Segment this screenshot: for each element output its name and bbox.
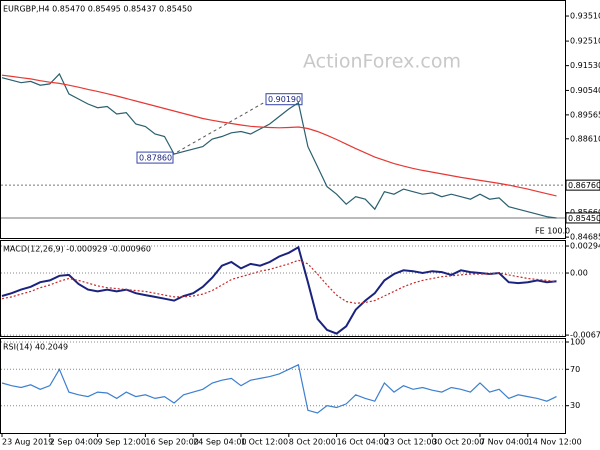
- series-line: [1, 245, 557, 335]
- x-tick-label: 1 Oct 12:00: [241, 438, 288, 447]
- panel-title: MACD(12,26,9) -0.000929 -0.000960: [3, 245, 151, 254]
- level-box: [565, 179, 600, 191]
- watermark: ActionForex.com: [303, 51, 461, 73]
- y-tick-label: -0.006761: [570, 331, 600, 340]
- x-tick-label: 23 Oct 12:00: [384, 438, 436, 447]
- x-tick-label: 14 Nov 12:00: [528, 438, 582, 447]
- x-tick-label: 9 Sep 12:00: [98, 438, 146, 447]
- series-line: [1, 259, 557, 304]
- y-tick-label: 0.88610: [570, 134, 600, 143]
- level-label: 0.86760: [568, 181, 600, 190]
- panel-title: RSI(14) 40.2049: [3, 343, 68, 352]
- y-tick-label: 0.92510: [570, 37, 600, 46]
- x-tick-label: 16 Oct 04:00: [337, 438, 389, 447]
- y-tick-label: 70: [570, 365, 580, 374]
- x-tick-label: 24 Sep 04:00: [193, 438, 246, 447]
- fib-line: [171, 101, 266, 156]
- y-tick-label: 0.00: [570, 269, 588, 278]
- y-tick-label: 0.89565: [570, 110, 600, 119]
- y-tick-label: 0.90540: [570, 86, 600, 95]
- x-tick-label: 2 Sep 04:00: [50, 438, 98, 447]
- macd-panel: [0, 240, 566, 337]
- series-line: [1, 363, 557, 414]
- level-box: [565, 212, 600, 224]
- rsi-panel: [0, 338, 566, 434]
- x-tick-label: 8 Oct 20:00: [289, 438, 336, 447]
- y-tick-label: 0.93510: [570, 12, 600, 21]
- x-tick-label: 16 Sep 20:00: [145, 438, 198, 447]
- x-tick-label: 30 Oct 20:00: [432, 438, 484, 447]
- fe-label: FE 100.0: [535, 227, 570, 236]
- annotation-box: [265, 93, 303, 106]
- panel-title: EURGBP,H4 0.85470 0.85495 0.85437 0.8545…: [3, 5, 192, 14]
- annotation-box: [136, 151, 174, 164]
- annotation-label: 0.90190: [268, 95, 301, 104]
- series-line: [1, 74, 557, 197]
- annotation-label: 0.87860: [139, 154, 172, 163]
- main-panel: [0, 0, 566, 239]
- x-tick-label: 23 Aug 2019: [2, 438, 53, 447]
- y-tick-label: 100: [570, 338, 585, 347]
- y-tick-label: 0.002942: [570, 242, 600, 251]
- y-tick-label: 0.91530: [570, 61, 600, 70]
- y-tick-label: 0.84685: [570, 233, 600, 242]
- level-label: 0.85450: [568, 214, 600, 223]
- x-tick-label: 7 Nov 04:00: [480, 438, 529, 447]
- series-line: [1, 72, 557, 219]
- y-tick-label: 30: [570, 401, 580, 410]
